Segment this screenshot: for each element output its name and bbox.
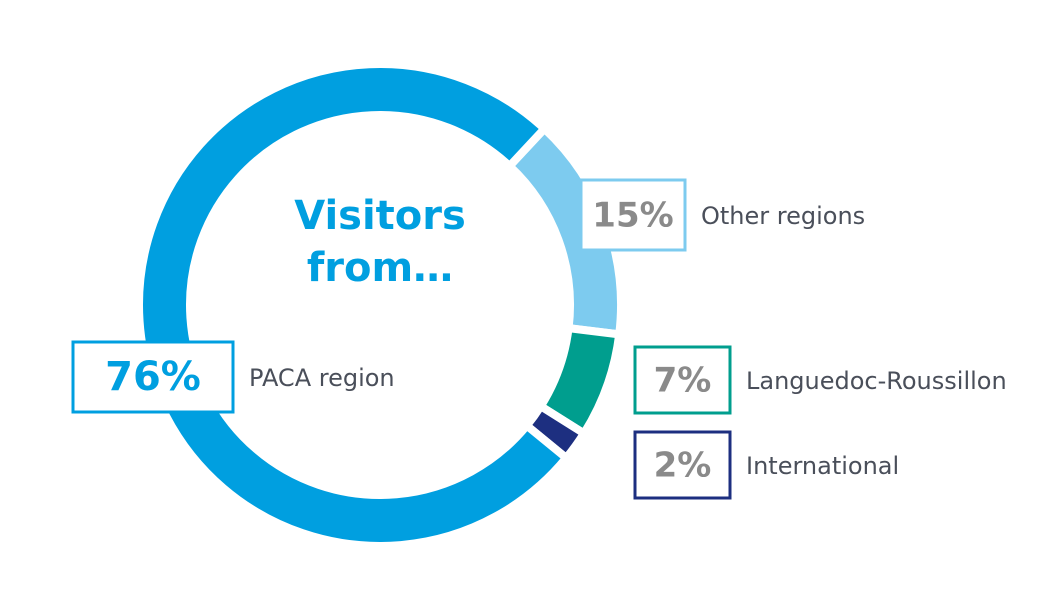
value-label: 2% [654,446,712,486]
label-box [633,345,732,415]
value-label: 15% [592,196,673,236]
chart-title: Visitors from… [294,193,466,291]
label-box [579,178,687,252]
donut-segment [135,60,572,550]
legend-label: Other regions [701,202,865,230]
label-box [633,430,732,500]
value-label: 76% [105,354,201,400]
value-label: 7% [654,361,712,401]
legend-label: PACA region [249,364,395,392]
label-box [71,340,235,414]
legend-label: Languedoc-Roussillon [746,367,1007,395]
legend-label: International [746,452,899,480]
